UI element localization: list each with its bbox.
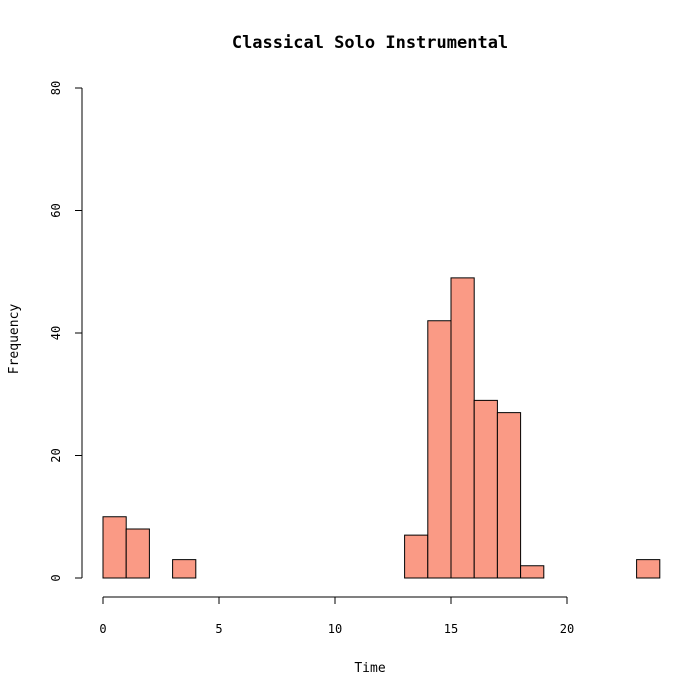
y-tick-label: 20 — [49, 448, 63, 462]
y-axis-label: Frequency — [7, 304, 22, 375]
x-axis: 0 5 10 15 20 — [99, 596, 574, 636]
x-tick-label: 5 — [215, 622, 222, 636]
histogram-bar-14 — [427, 320, 452, 579]
y-tick-label: 80 — [49, 81, 63, 95]
histogram-bar-23 — [636, 559, 661, 579]
y-tick-label: 40 — [49, 326, 63, 340]
histogram-bar-13 — [404, 534, 429, 579]
y-tick-label: 60 — [49, 203, 63, 217]
x-axis-label: Time — [354, 661, 385, 676]
x-tick-label: 0 — [99, 622, 106, 636]
chart-title: Classical Solo Instrumental — [232, 33, 508, 53]
y-axis: 0 20 40 60 80 — [49, 81, 83, 582]
bars-group — [102, 277, 661, 579]
x-tick-label: 10 — [328, 622, 342, 636]
histogram-bar-1 — [125, 528, 150, 579]
histogram-bar-15 — [450, 277, 475, 579]
x-tick-label: 15 — [444, 622, 458, 636]
y-tick-label: 0 — [49, 574, 63, 581]
histogram-bar-18 — [520, 565, 545, 579]
histogram-bar-3 — [172, 559, 197, 579]
histogram-bar-17 — [496, 412, 522, 579]
x-tick-label: 20 — [560, 622, 574, 636]
histogram-bar-16 — [473, 399, 498, 579]
histogram-bar-0 — [102, 516, 127, 579]
